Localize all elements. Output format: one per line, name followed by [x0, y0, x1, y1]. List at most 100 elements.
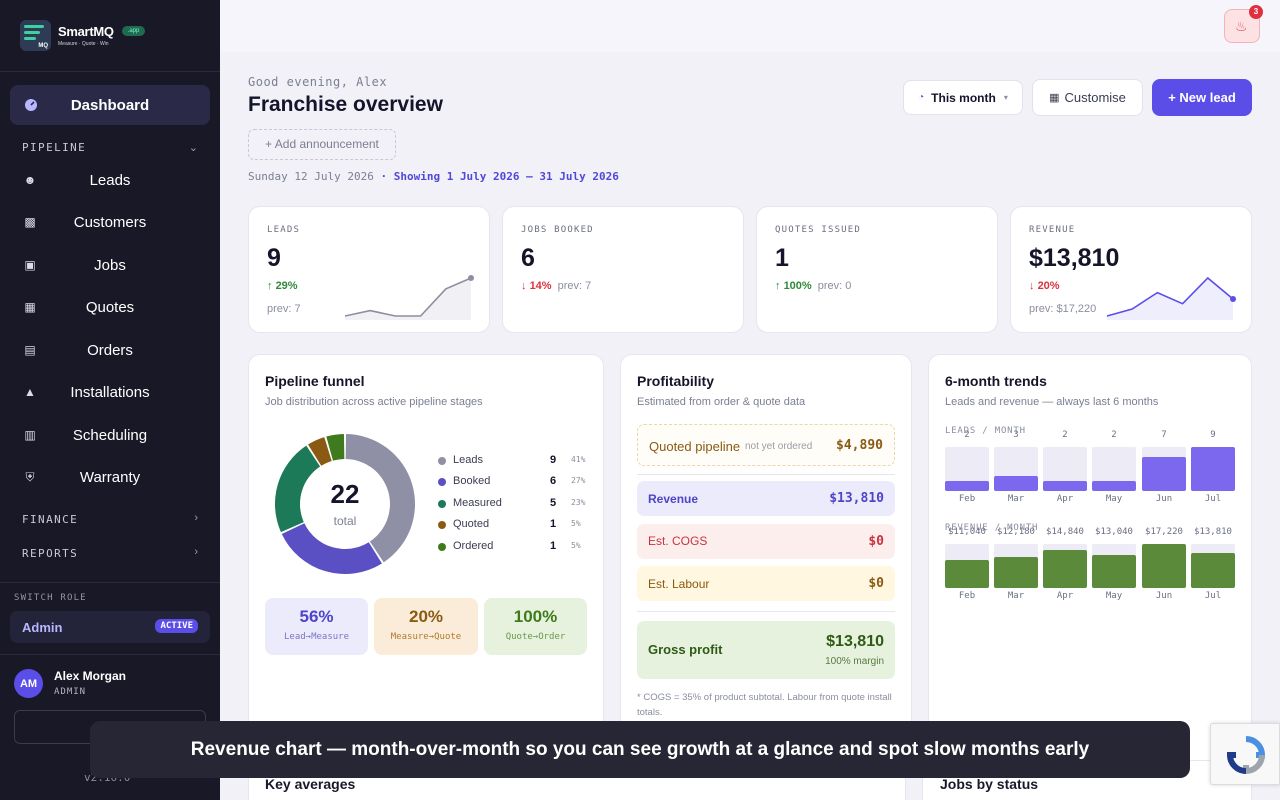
sidebar-item-jobs[interactable]: ▣ Jobs	[24, 256, 126, 274]
kpi-delta: ↑ 100% prev: 0	[775, 280, 852, 292]
add-announcement-button[interactable]: + Add announcement	[248, 129, 396, 160]
avatar[interactable]: AM	[14, 669, 43, 698]
role-admin[interactable]: Admin ACTIVE	[10, 611, 210, 643]
bar-value-label: $17,220	[1145, 527, 1183, 537]
divider	[0, 654, 220, 655]
footnote: * COGS = 35% of product subtotal. Labour…	[637, 692, 892, 718]
chevron-right-icon[interactable]: ›	[194, 512, 198, 524]
sidebar-item-installations[interactable]: ▲ Installations	[24, 383, 150, 401]
donut-slice-ordered[interactable]	[326, 434, 345, 461]
divider	[637, 474, 895, 475]
sidebar-item-warranty[interactable]: ⛨ Warranty	[10, 462, 210, 492]
conversion-quote-order: 100% Quote→Order	[484, 598, 587, 655]
leads-bar-feb[interactable]	[945, 481, 989, 491]
recaptcha-badge[interactable]	[1210, 723, 1280, 785]
kpi-value: 1	[775, 244, 789, 272]
revenue-bar-feb[interactable]	[945, 559, 989, 588]
customise-button[interactable]: ▦ Customise	[1032, 79, 1143, 116]
donut-slice-quoted[interactable]	[308, 437, 332, 466]
legend-item: Leads 9 41%	[438, 454, 588, 468]
kpi-value: 9	[267, 244, 281, 272]
date-range: · Showing 1 July 2026 – 31 July 2026	[380, 170, 619, 183]
revenue-bar-jun[interactable]	[1142, 544, 1186, 588]
sparkline-line	[344, 277, 472, 317]
revenue-bar-jul[interactable]	[1191, 552, 1235, 588]
sidebar: MQ SmartMQ Measure · Quote · Win .app Da…	[0, 0, 220, 800]
donut-slice-measured[interactable]	[275, 445, 321, 533]
user-role: ADMIN	[54, 687, 87, 697]
notifications-button[interactable]: ♨ 3	[1224, 5, 1263, 43]
notification-count: 3	[1249, 5, 1263, 19]
sidebar-item-dashboard[interactable]: Dashboard	[10, 85, 210, 125]
sidebar-item-scheduling[interactable]: ▥ Scheduling	[24, 426, 148, 444]
revenue-bar-mar[interactable]	[994, 556, 1038, 588]
period-select[interactable]: ◔ This month ▾	[903, 80, 1023, 115]
kpi-card-quotes-issued[interactable]: QUOTES ISSUED 1 ↑ 100% prev: 0	[756, 206, 998, 333]
section-finance[interactable]: FINANCE	[22, 513, 79, 526]
document-dollar-icon: ▦	[24, 300, 36, 314]
section-pipeline[interactable]: PIPELINE	[22, 141, 87, 154]
add-user-icon: ☻	[23, 173, 37, 187]
sidebar-item-leads[interactable]: ☻ Leads	[23, 171, 131, 189]
sidebar-item-orders[interactable]: ▤ Orders	[24, 341, 133, 359]
sidebar-item-quotes[interactable]: ▦ Quotes	[24, 298, 135, 316]
new-lead-button[interactable]: + New lead	[1152, 79, 1252, 116]
month-label: Feb	[958, 591, 976, 601]
sidebar-item-customers[interactable]: ▩ Customers	[24, 213, 147, 231]
kpi-value: $13,810	[1029, 244, 1120, 272]
kpi-card-jobs-booked[interactable]: JOBS BOOKED 6 ↓ 14% prev: 7	[502, 206, 744, 333]
date-line: Sunday 12 July 2026 · Showing 1 July 202…	[248, 170, 619, 183]
leads-bar-jul[interactable]	[1191, 447, 1235, 491]
list-document-icon: ▤	[24, 343, 36, 357]
bar-value-label: 9	[1210, 430, 1216, 440]
calendar-icon: ▥	[24, 428, 36, 442]
legend-item: Booked 6 27%	[438, 475, 588, 489]
kpi-delta: ↓ 20%	[1029, 280, 1060, 292]
sparkline-end-point	[1230, 295, 1236, 302]
bar-value-label: 3	[1013, 430, 1019, 440]
sparkline-end-point	[468, 275, 474, 281]
greeting: Good evening, Alex	[248, 75, 388, 89]
brand-name: SmartMQ	[58, 24, 114, 39]
leads-bar-mar[interactable]	[994, 476, 1038, 491]
logo-icon: MQ	[20, 20, 51, 51]
bar-value-label: 2	[1111, 430, 1117, 440]
top-bar	[220, 0, 1280, 52]
section-reports[interactable]: REPORTS	[22, 547, 79, 560]
contact-card-icon: ▩	[24, 215, 36, 229]
revenue-bar-apr[interactable]	[1043, 550, 1087, 588]
sparkline-area	[345, 278, 471, 320]
chevron-down-icon[interactable]: ⌄	[188, 142, 198, 154]
kpi-delta: ↓ 14% prev: 7	[521, 280, 592, 292]
donut-slice-leads[interactable]	[345, 434, 415, 563]
month-label: Jun	[1155, 591, 1173, 601]
leads-bar-apr[interactable]	[1043, 481, 1087, 491]
kpi-card-leads[interactable]: LEADS 9 ↑ 29% prev: 7	[248, 206, 490, 333]
month-label: Jun	[1155, 494, 1173, 504]
month-label: Apr	[1056, 494, 1074, 504]
bar-value-label: 2	[964, 430, 970, 440]
bar-value-label: 2	[1062, 430, 1068, 440]
kpi-prev: prev: $17,220	[1029, 303, 1097, 315]
bar-value-label: $11,040	[948, 527, 986, 537]
chevron-right-icon[interactable]: ›	[194, 546, 198, 558]
briefcase-icon: ▣	[24, 258, 36, 272]
sidebar-item-label: Dashboard	[70, 96, 150, 114]
kpi-card-revenue[interactable]: REVENUE $13,810 ↓ 20% prev: $17,220	[1010, 206, 1252, 333]
chevron-down-icon: ▾	[1003, 93, 1008, 102]
donut-slice-booked[interactable]	[281, 523, 382, 574]
month-label: Mar	[1007, 591, 1025, 601]
active-badge: ACTIVE	[155, 619, 198, 633]
leads-bar-may[interactable]	[1092, 481, 1136, 491]
dashboard-gauge-icon	[25, 99, 37, 111]
leads-bar-jun[interactable]	[1142, 456, 1186, 491]
gross-profit-row: Gross profit $13,810 100% margin	[637, 621, 895, 679]
month-label: Mar	[1007, 494, 1025, 504]
leads-sparkline	[344, 275, 474, 320]
hard-hat-icon: ▲	[24, 385, 36, 399]
brand[interactable]: MQ SmartMQ Measure · Quote · Win .app	[0, 0, 220, 72]
revenue-bar-may[interactable]	[1092, 554, 1136, 588]
donut-total: 22	[330, 479, 360, 509]
cogs-row: Est. COGS $0	[637, 524, 895, 559]
legend-item: Quoted 1 5%	[438, 518, 588, 532]
